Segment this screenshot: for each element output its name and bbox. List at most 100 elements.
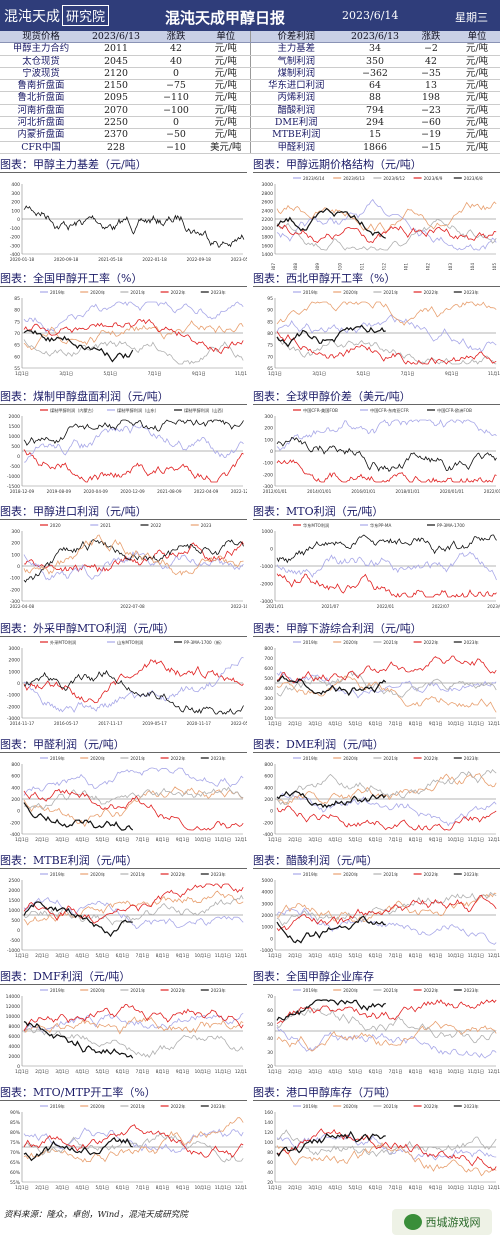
x-tick-label: 9月1日 xyxy=(429,953,443,959)
y-tick-label: 0 xyxy=(17,928,20,934)
series-line xyxy=(23,656,244,713)
series-line xyxy=(276,999,386,1021)
y-tick-label: -1000 xyxy=(7,948,20,954)
y-tick-label: -1000 xyxy=(260,564,273,570)
logo-text: 混沌天成 xyxy=(4,8,60,25)
table-cell: 350 xyxy=(342,55,408,68)
series-line xyxy=(276,805,497,831)
y-tick-label: 50 xyxy=(267,1022,273,1028)
table-cell: −23 xyxy=(408,104,454,118)
y-tick-label: -3000 xyxy=(7,716,20,722)
chart-title: 图表：全国甲醇企业库存 xyxy=(253,970,500,985)
table-cell: 元/吨 xyxy=(454,91,500,105)
x-tick-label: 2020-11-17 xyxy=(187,721,212,726)
table-cell: 0 xyxy=(150,67,202,81)
x-tick-label: 11月1日 xyxy=(468,1185,484,1191)
table-cell: 单位 xyxy=(202,31,250,44)
table-cell: 元/吨 xyxy=(454,67,500,81)
x-tick-label: MA2308 xyxy=(293,263,298,270)
legend-label: 2021年 xyxy=(383,639,398,646)
y-tick-label: 80% xyxy=(10,1130,21,1136)
table-row: 河南折盘面 2070 −100 元/吨 醋酸利润 794 −23 元/吨 xyxy=(0,104,500,118)
table-cell: 1866 xyxy=(342,141,408,154)
y-tick-label: 55% xyxy=(10,1180,21,1186)
y-tick-label: 200 xyxy=(11,541,20,547)
legend-label: 山东MTO利润 xyxy=(117,639,143,646)
y-tick-label: 65 xyxy=(267,366,273,372)
y-tick-label: 2400 xyxy=(262,208,274,214)
y-tick-label: -300 xyxy=(263,484,273,490)
x-tick-label: 8月1日 xyxy=(409,837,423,843)
table-cell: 涨跌 xyxy=(408,31,454,44)
x-tick-label: 10月1日 xyxy=(448,953,464,959)
series-line xyxy=(276,437,497,472)
table-cell: 794 xyxy=(342,104,408,118)
x-tick-label: 7月1日 xyxy=(389,837,403,843)
table-cell: 价差利润 xyxy=(249,31,342,44)
x-tick-label: 1月1日 xyxy=(268,953,282,959)
table-row: 鲁南折盘面 2150 −75 元/吨 华东进口利润 64 13 元/吨 xyxy=(0,79,500,93)
series-line xyxy=(23,1012,244,1034)
series-line xyxy=(23,894,244,926)
chart-title: 图表：甲醇进口利润（元/吨） xyxy=(0,505,247,520)
x-tick-label: 1月1日 xyxy=(15,1185,29,1191)
legend-label: 2021年 xyxy=(130,987,145,994)
x-tick-label: 8月1日 xyxy=(409,1069,423,1075)
table-cell: −10 xyxy=(150,141,202,154)
legend-label: 2022年 xyxy=(424,639,439,646)
series-line xyxy=(23,320,244,351)
line-chart: 90% 85% 80% 75% 70% 65% 60% 55%1月1日 2月1日 3月1日 4月1日… xyxy=(10,1103,247,1191)
x-tick-label: 2022-07-08 xyxy=(120,604,145,609)
x-tick-label: 2月1日 xyxy=(35,1185,49,1191)
table-cell: 元/吨 xyxy=(202,91,250,105)
x-tick-label: MA2403 xyxy=(448,263,453,270)
table-cell: 2045 xyxy=(82,55,150,68)
y-tick-label: 65 xyxy=(14,343,20,349)
report-header: 混沌天成 研究院 混沌天成甲醇日报 2023/6/14 星期三 xyxy=(0,0,500,31)
series-line xyxy=(23,339,244,365)
x-tick-label: 1月1日 xyxy=(268,1185,282,1191)
legend-label: PP-3MA-1700 xyxy=(437,523,465,528)
y-tick-label: 140 xyxy=(264,1120,273,1126)
x-tick-label: MA2310 xyxy=(337,263,342,270)
legend-label: 2020年 xyxy=(90,755,105,762)
x-tick-label: 9月1日 xyxy=(429,721,443,727)
x-tick-label: 12月1日 xyxy=(488,953,500,959)
table-cell: 294 xyxy=(342,116,408,130)
legend-label: 外采MTO利润 xyxy=(50,639,76,646)
y-tick-label: 300 xyxy=(264,696,273,702)
table-cell: 2150 xyxy=(82,79,150,93)
chart-title: 图表：外采甲醇MTO利润（元/吨） xyxy=(0,622,247,637)
table-cell: 元/吨 xyxy=(202,67,250,81)
y-tick-label: -1000 xyxy=(260,948,273,954)
table-row: 甲醇主力合约 2011 42 元/吨 主力基差 34 −2 元/吨 xyxy=(0,42,500,56)
chart-title: 图表：醋酸利润（元/吨） xyxy=(253,854,500,869)
legend-label: 煤制甲醇利润（山东） xyxy=(117,407,159,414)
x-tick-label: 9月1日 xyxy=(176,1069,190,1075)
legend-label: 2023/6/12 xyxy=(383,176,405,181)
series-line xyxy=(276,999,497,1024)
table-cell: −2 xyxy=(408,42,454,56)
legend-label: 2021年 xyxy=(130,1103,145,1110)
x-tick-label: 5月1日 xyxy=(349,1069,363,1075)
series-line xyxy=(23,329,134,363)
x-tick-label: 8月1日 xyxy=(409,721,423,727)
chart-title: 图表：全球甲醇价差（美元/吨） xyxy=(253,390,500,405)
y-tick-label: 2000 xyxy=(9,414,21,420)
table-cell: 甲醛利润 xyxy=(249,141,342,154)
y-tick-label: 8000 xyxy=(9,1024,21,1030)
x-tick-label: 11月1日 xyxy=(215,1185,231,1191)
table-row: CFR中国 228 −10 美元/吨 甲醛利润 1866 −15 元/吨 xyxy=(0,141,500,154)
y-tick-label: 0 xyxy=(270,449,273,455)
legend-label: 2022年 xyxy=(171,987,186,994)
x-tick-label: 3月1日 xyxy=(55,1185,69,1191)
legend-label: 煤制甲醇利润（内蒙古） xyxy=(50,407,96,414)
y-tick-label: 20 xyxy=(267,1064,273,1070)
series-line xyxy=(276,894,497,932)
x-tick-label: 9月1日 xyxy=(429,1069,443,1075)
y-tick-label: -300 xyxy=(10,243,20,249)
legend-label: 2020年 xyxy=(343,289,358,296)
